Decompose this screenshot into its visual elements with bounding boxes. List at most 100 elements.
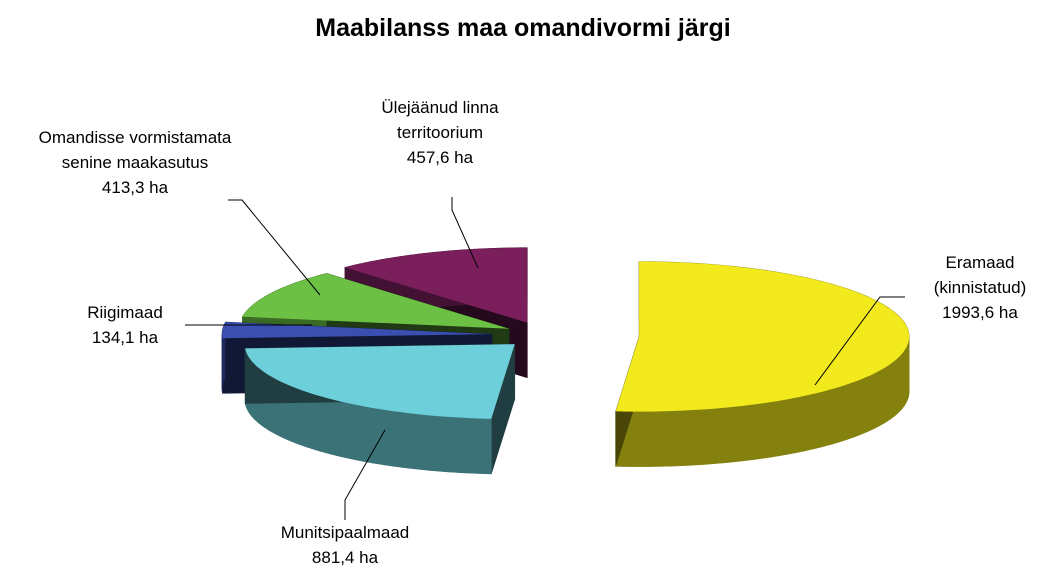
slice-side <box>803 394 810 452</box>
slice-side <box>851 380 857 439</box>
slice-side <box>407 412 415 470</box>
slice-side <box>714 407 722 464</box>
slice <box>244 343 516 475</box>
data-label: Riigimaad 134,1 ha <box>40 300 210 350</box>
chart-title: Maabilanss maa omandivormi järgi <box>315 14 731 42</box>
slice-side <box>740 405 748 462</box>
slice-side <box>389 410 397 467</box>
slice-side <box>335 399 341 457</box>
slice-side <box>642 411 650 467</box>
slice-side <box>793 396 800 454</box>
slice-side <box>727 406 735 463</box>
value-label: 413,3 ha <box>101 178 169 197</box>
slice-side <box>829 388 835 446</box>
category-label: Ülejäänud linna territoorium <box>381 98 499 142</box>
slice-side <box>401 411 409 469</box>
slice-side <box>752 403 760 460</box>
slice-side <box>701 408 710 465</box>
slice-side <box>855 379 861 437</box>
slice-side <box>688 409 697 466</box>
value-label: 881,4 ha <box>311 548 379 567</box>
slice-side <box>361 405 368 463</box>
leader-line <box>344 429 386 520</box>
slice-side <box>721 407 729 464</box>
slice-side <box>787 397 794 455</box>
slice-side <box>484 418 492 475</box>
slice-side <box>426 414 434 471</box>
slice-side <box>662 410 670 467</box>
slice-side <box>819 390 825 448</box>
leader-line <box>451 197 479 269</box>
slice-side <box>345 402 352 460</box>
slice-side <box>859 377 864 436</box>
slice-side <box>438 415 446 473</box>
slice-side <box>316 394 322 452</box>
slice-side <box>798 395 805 453</box>
slice-side <box>895 357 898 416</box>
data-label: Omandisse vormistamata senine maakasutus… <box>15 125 255 200</box>
slice-side <box>355 404 362 462</box>
value-label: 457,6 ha <box>406 148 474 167</box>
data-label: Ülejäänud linna territoorium 457,6 ha <box>355 95 525 170</box>
slice-top <box>345 247 528 323</box>
slice-side <box>880 368 884 426</box>
slice-side <box>885 364 890 423</box>
slice-side <box>340 401 346 459</box>
slice-side <box>320 396 326 454</box>
category-label: Riigimaad <box>87 303 163 322</box>
slice-side <box>866 374 871 433</box>
slice-side <box>419 414 427 471</box>
slice-side <box>883 366 887 425</box>
slice-side <box>746 404 754 461</box>
slice-side <box>814 391 821 449</box>
slice-side <box>372 407 379 465</box>
leader-line <box>814 296 905 386</box>
slice-side <box>675 410 683 467</box>
slice-side <box>648 411 657 467</box>
slice-side <box>458 417 466 474</box>
slice <box>615 261 910 467</box>
slice-side <box>847 382 853 440</box>
slice-top <box>222 322 493 339</box>
category-label: Omandisse vormistamata senine maakasutus <box>38 128 232 172</box>
slice-side <box>668 410 677 467</box>
slice-side <box>695 409 703 466</box>
slice-side <box>842 383 848 442</box>
slice-side <box>325 397 331 455</box>
slice-side <box>758 402 766 460</box>
category-label: Eramaad (kinnistatud) <box>933 253 1027 297</box>
slice-side <box>733 405 741 463</box>
slice-side <box>464 417 472 474</box>
slice-side <box>833 386 840 444</box>
slice-side <box>383 409 391 467</box>
slice-side <box>471 417 479 474</box>
slice-side <box>764 401 772 459</box>
slice-side <box>893 359 896 418</box>
slice-side <box>445 416 453 473</box>
slice-side <box>770 400 777 458</box>
slice-side <box>776 399 783 457</box>
slice-side <box>366 406 373 464</box>
slice-side <box>682 410 690 466</box>
slice-side <box>838 385 844 443</box>
value-label: 134,1 ha <box>91 328 159 347</box>
slice-side <box>876 369 881 428</box>
slice-side <box>781 398 789 456</box>
slice-side <box>330 398 336 456</box>
category-label: Munitsipaalmaad <box>280 523 410 542</box>
slice-side <box>350 403 357 461</box>
slice-side <box>890 361 894 420</box>
slice-top <box>615 261 910 412</box>
slice-side <box>824 389 830 447</box>
slice-top <box>245 344 515 419</box>
slice-side <box>809 393 815 451</box>
slice-side <box>870 373 875 431</box>
slice-side <box>395 411 403 468</box>
slice-side <box>863 376 868 434</box>
slice-side <box>635 411 643 467</box>
slice-top <box>242 273 509 329</box>
data-label: Eramaad (kinnistatud) 1993,6 ha <box>905 250 1046 325</box>
slice-side <box>873 371 878 430</box>
